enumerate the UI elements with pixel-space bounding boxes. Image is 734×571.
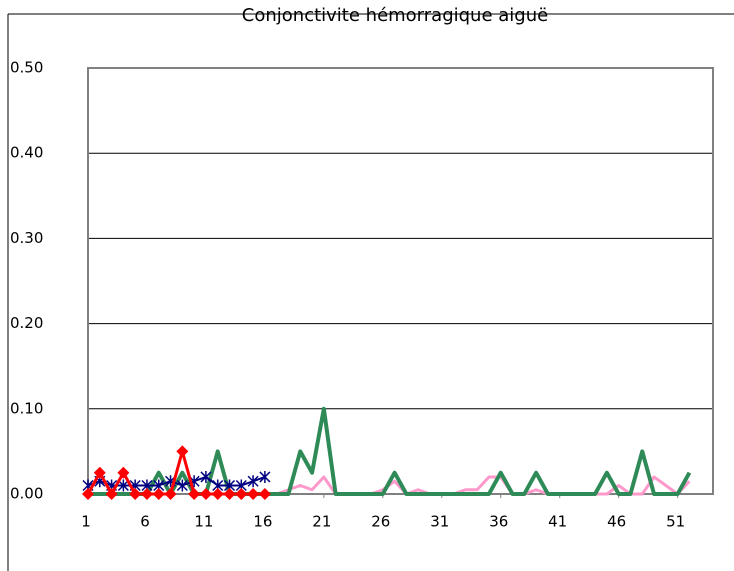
x-tick-label: 6 — [140, 513, 150, 531]
x-tick-label: 21 — [312, 513, 331, 531]
chart-title: Conjonctivite hémorragique aiguë — [242, 5, 548, 26]
series-line — [276, 475, 691, 496]
y-tick-label: 0.20 — [10, 314, 43, 332]
marker — [176, 479, 188, 492]
marker — [235, 488, 248, 500]
marker — [82, 488, 94, 500]
marker — [211, 488, 224, 500]
x-tick-label: 31 — [430, 513, 449, 531]
x-tick-label: 16 — [253, 513, 272, 531]
marker — [176, 445, 189, 458]
marker — [247, 488, 260, 500]
marker — [93, 466, 106, 479]
marker — [105, 488, 118, 500]
y-tick-label: 0.10 — [10, 399, 43, 417]
marker — [188, 488, 201, 500]
x-tick-label: 11 — [194, 513, 213, 531]
marker — [117, 479, 129, 492]
marker — [117, 466, 130, 479]
marker — [140, 488, 153, 500]
x-tick-label: 26 — [371, 513, 390, 531]
marker — [259, 470, 271, 483]
marker — [258, 488, 271, 500]
x-tick-label: 1 — [81, 513, 91, 531]
marker — [164, 488, 177, 500]
marker — [152, 488, 165, 500]
x-tick-label: 46 — [607, 513, 626, 531]
y-tick-label: 0.50 — [10, 59, 43, 77]
y-tick-label: 0.30 — [10, 229, 43, 247]
marker — [129, 488, 142, 500]
x-tick-label: 36 — [489, 513, 508, 531]
x-tick-label: 51 — [666, 513, 685, 531]
x-tick-label: 41 — [548, 513, 567, 531]
marker — [223, 488, 236, 500]
y-tick-label: 0.00 — [10, 485, 43, 503]
marker — [199, 488, 212, 500]
plot-frame — [87, 67, 714, 495]
marker — [247, 475, 259, 488]
y-tick-label: 0.40 — [10, 144, 43, 162]
marker — [200, 470, 212, 483]
